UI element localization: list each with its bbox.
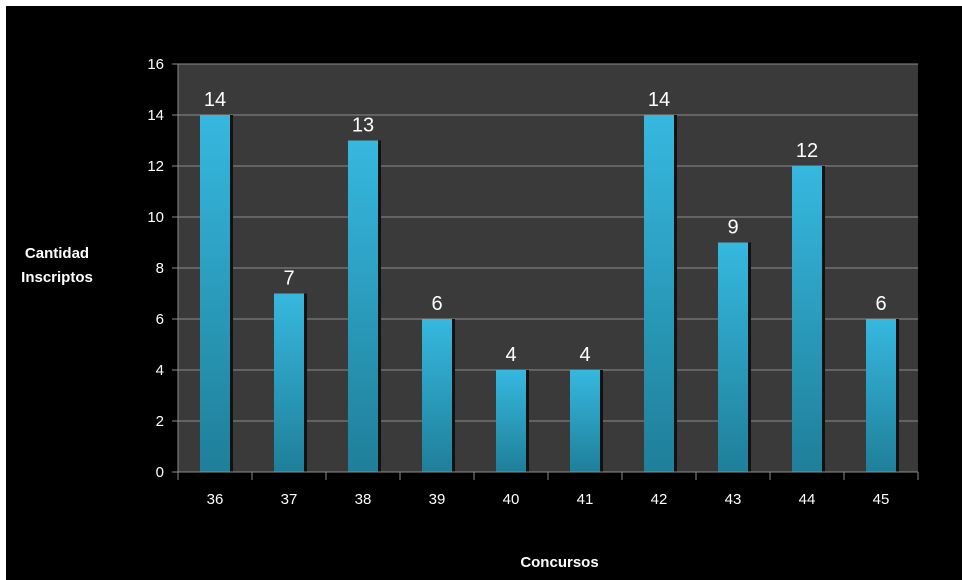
x-tick-label: 40 [503, 491, 520, 508]
x-tick-label: 43 [725, 491, 742, 508]
data-label-44: 12 [796, 140, 818, 162]
y-tick-label: 8 [156, 260, 164, 277]
data-label-45: 6 [875, 293, 886, 315]
bars: 14 7 13 6 4 4 14 9 12 6 [200, 89, 899, 472]
data-label-40: 4 [505, 344, 516, 366]
y-tick-label: 16 [147, 56, 164, 73]
bar-45 [866, 319, 896, 472]
bar-38 [348, 140, 378, 472]
bar-41 [570, 370, 600, 472]
bar-43 [718, 242, 748, 472]
y-tick-label: 12 [147, 158, 164, 175]
chart-container: 14 7 13 6 4 4 14 9 12 6 0 2 4 6 8 10 12 14 16 36 37 38 39 40 41… [6, 6, 962, 580]
data-label-37: 7 [283, 268, 294, 290]
data-label-41: 4 [579, 344, 590, 366]
data-label-38: 13 [352, 115, 374, 137]
bar-39 [422, 319, 452, 472]
x-tick-label: 42 [651, 491, 668, 508]
x-tick-label: 45 [873, 491, 890, 508]
y-tick-label: 0 [156, 464, 164, 481]
bar-42 [644, 115, 674, 472]
x-tick-label: 36 [207, 491, 224, 508]
y-axis-title: Cantidad Inscriptos [6, 242, 108, 290]
data-label-39: 6 [431, 293, 442, 315]
bar-44 [792, 166, 822, 472]
y-tick-label: 10 [147, 209, 164, 226]
y-tick-label: 14 [147, 107, 164, 124]
data-label-36: 14 [204, 89, 226, 111]
x-tick-label: 39 [429, 491, 446, 508]
y-axis-title-line-1: Cantidad [24, 245, 90, 262]
x-tick-label: 37 [281, 491, 298, 508]
y-tick-label: 4 [156, 362, 164, 379]
data-label-43: 9 [727, 217, 738, 239]
x-axis-title: Concursos [520, 554, 599, 571]
data-label-42: 14 [648, 89, 670, 111]
bar-40 [496, 370, 526, 472]
x-tick-label: 41 [577, 491, 594, 508]
y-axis-title-line-2: Inscriptos [21, 269, 93, 286]
y-tick-label: 6 [156, 311, 164, 328]
y-tick-label: 2 [156, 413, 164, 430]
x-tick-label: 38 [355, 491, 372, 508]
x-tick-label: 44 [799, 491, 816, 508]
bar-37 [274, 293, 304, 472]
bar-36 [200, 115, 230, 472]
